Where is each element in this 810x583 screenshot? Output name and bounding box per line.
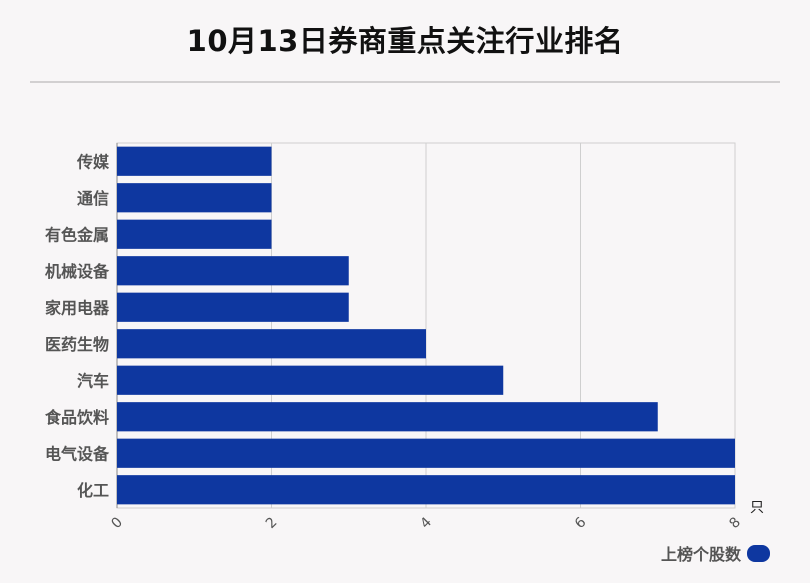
legend-swatch bbox=[747, 544, 770, 562]
bar[interactable] bbox=[117, 402, 658, 432]
x-tick-label: 8 bbox=[726, 514, 744, 532]
chart-bars bbox=[117, 146, 735, 505]
category-label: 通信 bbox=[77, 189, 109, 208]
x-tick-label: 0 bbox=[108, 514, 126, 532]
bar[interactable] bbox=[117, 146, 272, 176]
legend-label: 上榜个股数 bbox=[660, 545, 741, 564]
x-tick-label: 4 bbox=[417, 514, 435, 532]
bar[interactable] bbox=[117, 365, 504, 395]
category-label: 医药生物 bbox=[45, 335, 109, 354]
category-label: 机械设备 bbox=[45, 262, 110, 281]
category-label: 汽车 bbox=[77, 371, 109, 390]
chart-title: 10月13日券商重点关注行业排名 bbox=[186, 24, 624, 58]
x-tick-labels: 0 2 4 6 8 bbox=[108, 514, 744, 532]
category-label: 有色金属 bbox=[45, 225, 109, 244]
x-unit-label: 只 bbox=[750, 500, 764, 516]
bar[interactable] bbox=[117, 256, 349, 286]
x-tick-label: 2 bbox=[263, 514, 281, 532]
category-label: 化工 bbox=[77, 481, 109, 500]
bar[interactable] bbox=[117, 292, 349, 322]
bar[interactable] bbox=[117, 183, 272, 213]
category-label: 家用电器 bbox=[45, 298, 110, 317]
category-label: 食品饮料 bbox=[44, 408, 109, 427]
bar[interactable] bbox=[117, 329, 426, 359]
bar[interactable] bbox=[117, 219, 272, 249]
category-label: 传媒 bbox=[76, 152, 110, 171]
bar[interactable] bbox=[117, 475, 735, 505]
category-label: 电气设备 bbox=[45, 444, 110, 463]
chart-legend[interactable]: 上榜个股数 bbox=[661, 541, 770, 565]
x-tick-label: 6 bbox=[572, 514, 590, 532]
title-divider bbox=[30, 81, 780, 83]
bar[interactable] bbox=[117, 438, 735, 468]
